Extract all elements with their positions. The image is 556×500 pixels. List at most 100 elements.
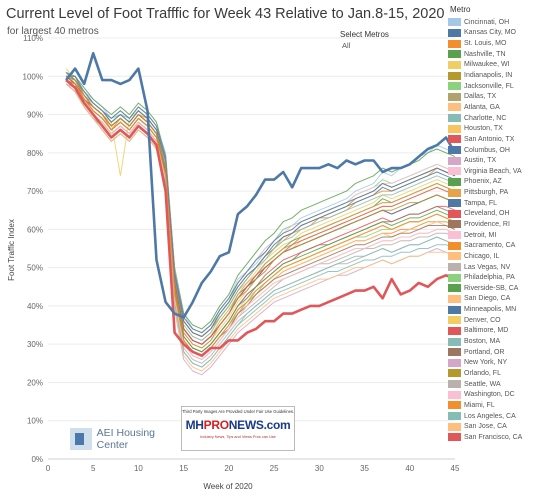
legend-label: Los Angeles, CA [464, 412, 516, 420]
legend-label: Sacramento, CA [464, 242, 516, 250]
legend-item[interactable]: Miami, FL [448, 400, 554, 411]
legend-swatch [448, 39, 461, 48]
chart-legend: Metro Cincinnati, OH Kansas City, MO St. L… [448, 5, 554, 443]
legend-item[interactable]: Virginia Beach, VA [448, 166, 554, 177]
legend-item[interactable]: St. Louis, MO [448, 38, 554, 49]
legend-item[interactable]: New York, NY [448, 358, 554, 369]
legend-item[interactable]: Dallas, TX [448, 91, 554, 102]
legend-label: Chicago, IL [464, 252, 500, 260]
legend-item[interactable]: Minneapolis, MN [448, 304, 554, 315]
legend-item[interactable]: Jacksonville, FL [448, 81, 554, 92]
legend-swatch [448, 337, 461, 346]
legend-item[interactable]: Atlanta, GA [448, 102, 554, 113]
legend-label: Kansas City, MO [464, 29, 516, 37]
legend-swatch [448, 358, 461, 367]
legend-item[interactable]: Tampa, FL [448, 198, 554, 209]
legend-item[interactable]: San Francisco, CA [448, 432, 554, 443]
legend-swatch [448, 124, 461, 133]
select-metros-label: Select Metros [340, 30, 389, 39]
y-tick-label: 100% [23, 72, 43, 81]
legend-swatch [448, 231, 461, 240]
legend-label: San Diego, CA [464, 295, 511, 303]
legend-item[interactable]: Cincinnati, OH [448, 17, 554, 28]
legend-item[interactable]: San Diego, CA [448, 294, 554, 305]
legend-swatch [448, 369, 461, 378]
legend-label: Philadelphia, PA [464, 274, 515, 282]
series-line [65, 72, 456, 334]
legend-label: Seattle, WA [464, 380, 501, 388]
series-line [65, 75, 456, 337]
legend-item[interactable]: Columbus, OH [448, 145, 554, 156]
y-tick-label: 70% [27, 187, 43, 196]
legend-item[interactable]: Phoenix, AZ [448, 177, 554, 188]
chart-series-lines [65, 51, 457, 376]
legend-item[interactable]: Detroit, MI [448, 230, 554, 241]
legend-label: Pittsburgh, PA [464, 189, 509, 197]
legend-item[interactable]: Charlotte, NC [448, 113, 554, 124]
legend-item[interactable]: Houston, TX [448, 123, 554, 134]
series-line [66, 75, 456, 337]
legend-label: Boston, MA [464, 338, 501, 346]
legend-swatch [448, 305, 461, 314]
legend-swatch [448, 348, 461, 357]
legend-item[interactable]: Las Vegas, NV [448, 262, 554, 273]
legend-label: San Francisco, CA [464, 433, 523, 441]
chart-title: Current Level of Foot Trafffic for Week … [6, 6, 445, 22]
legend-label: Austin, TX [464, 157, 497, 165]
legend-label: Jacksonville, FL [464, 82, 514, 90]
legend-item[interactable]: Baltimore, MD [448, 326, 554, 337]
legend-item[interactable]: Kansas City, MO [448, 28, 554, 39]
legend-label: Baltimore, MD [464, 327, 509, 335]
legend-item[interactable]: Riverside-SB, CA [448, 283, 554, 294]
series-line [65, 79, 456, 358]
legend-item[interactable]: Los Angeles, CA [448, 411, 554, 422]
legend-swatch [448, 412, 461, 421]
legend-swatch [448, 114, 461, 123]
legend-item[interactable]: Washington, DC [448, 389, 554, 400]
series-line [65, 72, 456, 334]
legend-item[interactable]: Denver, CO [448, 315, 554, 326]
legend-label: Miami, FL [464, 401, 495, 409]
legend-label: Cleveland, OH [464, 210, 510, 218]
legend-label: Charlotte, NC [464, 114, 507, 122]
legend-item[interactable]: Boston, MA [448, 336, 554, 347]
x-tick-label: 30 [315, 464, 324, 473]
legend-swatch [448, 326, 461, 335]
legend-swatch [448, 135, 461, 144]
legend-item[interactable]: Philadelphia, PA [448, 272, 554, 283]
mhpro-tagline: Industry News, Tips and Views Pros can U… [200, 435, 276, 439]
series-line [65, 79, 456, 357]
select-metros-dropdown[interactable]: All [342, 41, 351, 50]
legend-item[interactable]: Sacramento, CA [448, 240, 554, 251]
legend-item[interactable]: Orlando, FL [448, 368, 554, 379]
legend-label: Dallas, TX [464, 93, 497, 101]
legend-item[interactable]: Providence, RI [448, 219, 554, 230]
legend-swatch [448, 28, 461, 37]
x-tick-label: 45 [451, 464, 460, 473]
legend-item[interactable]: San Antonio, TX [448, 134, 554, 145]
legend-item[interactable]: Nashville, TN [448, 49, 554, 60]
legend-swatch [448, 401, 461, 410]
legend-swatch [448, 252, 461, 261]
y-tick-label: 10% [27, 417, 43, 426]
y-tick-label: 20% [27, 378, 43, 387]
legend-item[interactable]: Seattle, WA [448, 379, 554, 390]
legend-item[interactable]: Cleveland, OH [448, 209, 554, 220]
legend-swatch [448, 188, 461, 197]
legend-label: Minneapolis, MN [464, 306, 517, 314]
legend-swatch [448, 146, 461, 154]
legend-item[interactable]: Portland, OR [448, 347, 554, 358]
legend-item[interactable]: Chicago, IL [448, 251, 554, 262]
legend-item[interactable]: Indianapolis, IN [448, 70, 554, 81]
legend-label: San Antonio, TX [464, 135, 515, 143]
x-tick-label: 0 [46, 464, 51, 473]
series-line [65, 75, 456, 349]
legend-item[interactable]: Austin, TX [448, 155, 554, 166]
legend-swatch [448, 294, 461, 303]
legend-item[interactable]: Milwaukee, WI [448, 60, 554, 71]
legend-item[interactable]: San Jose, CA [448, 421, 554, 432]
legend-swatch [448, 167, 461, 176]
legend-swatch [448, 220, 461, 229]
legend-swatch [448, 433, 461, 442]
legend-item[interactable]: Pittsburgh, PA [448, 187, 554, 198]
